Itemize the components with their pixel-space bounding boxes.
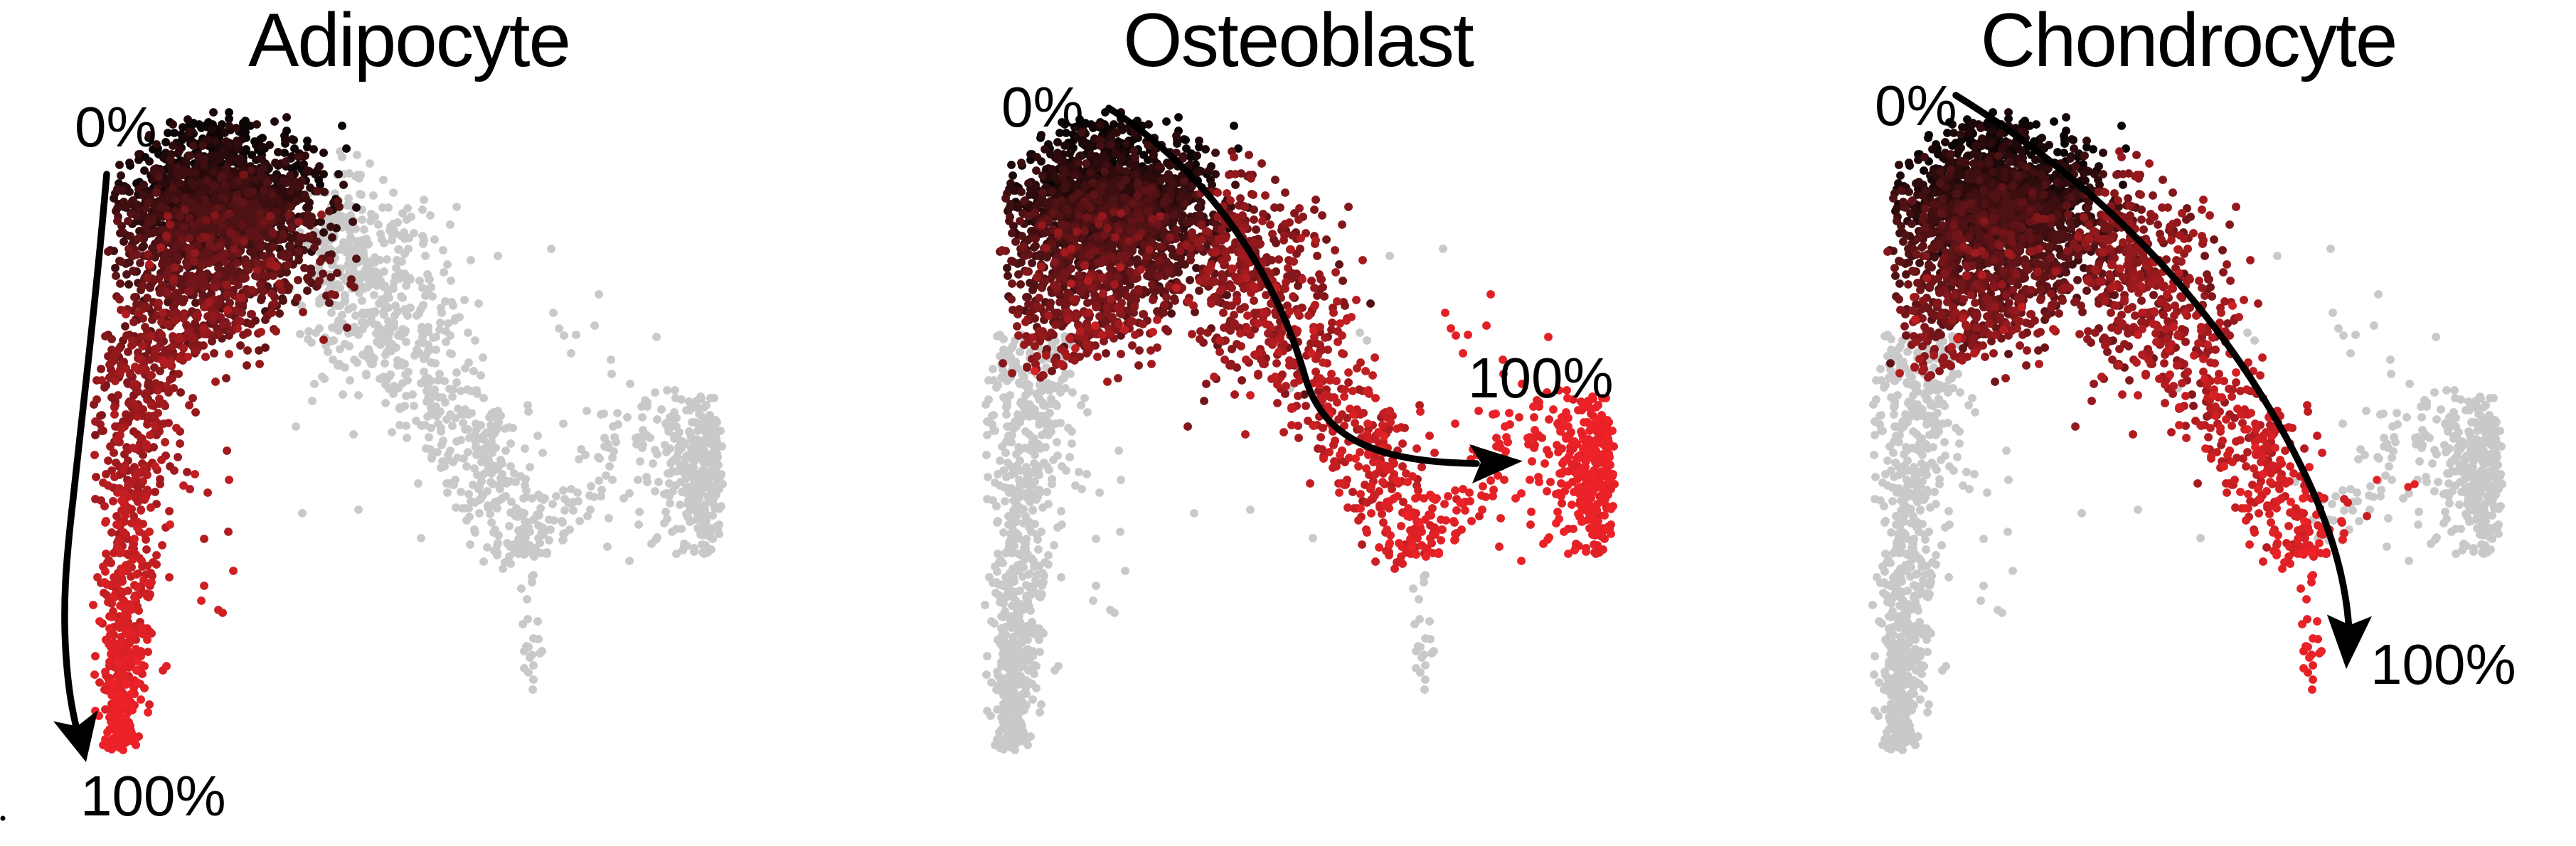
svg-text:0%: 0% (1001, 75, 1084, 139)
svg-text:Chondrocyte: Chondrocyte (1981, 0, 2397, 82)
svg-text:Osteoblast: Osteoblast (1123, 0, 1474, 82)
svg-text:100%: 100% (80, 764, 226, 828)
svg-text:100%: 100% (1468, 346, 1614, 409)
svg-text:100%: 100% (2370, 633, 2516, 696)
svg-text:0%: 0% (75, 95, 157, 159)
svg-text:Adipocyte: Adipocyte (248, 0, 570, 82)
svg-text:0%: 0% (1875, 74, 1957, 137)
